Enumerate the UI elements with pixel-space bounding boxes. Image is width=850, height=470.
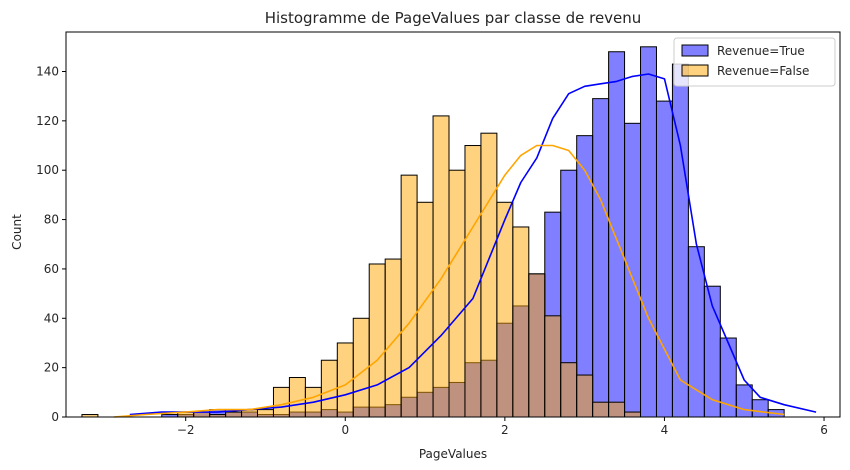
histogram-bar — [544, 315, 562, 418]
histogram-bar — [751, 399, 769, 418]
x-tick-label: 2 — [501, 423, 509, 437]
y-axis-label: Count — [10, 214, 24, 250]
histogram-bar — [608, 51, 626, 418]
y-tick-label: 60 — [44, 262, 59, 276]
y-tick-label: 100 — [36, 163, 59, 177]
histogram-bar — [432, 115, 450, 418]
histogram-bar — [735, 384, 753, 418]
y-tick-label: 140 — [36, 64, 59, 78]
histogram-bar — [464, 145, 482, 418]
histogram-bar — [288, 377, 306, 418]
histogram-bar — [400, 174, 418, 418]
histogram-bar — [512, 226, 530, 418]
histogram-bar — [592, 401, 610, 418]
histogram-bar — [257, 409, 274, 418]
legend-swatch — [681, 64, 709, 77]
histogram-bar — [624, 122, 642, 418]
histogram-bar — [687, 246, 705, 418]
histogram-bar — [592, 98, 610, 418]
chart-title: Histogramme de PageValues par classe de … — [265, 9, 642, 27]
x-axis: −2 0 2 4 6 — [177, 417, 828, 437]
y-tick-label: 40 — [44, 311, 59, 325]
histogram-bar — [671, 63, 689, 418]
histogram-bar — [528, 273, 546, 418]
plot-area — [81, 46, 817, 418]
y-tick-label: 120 — [36, 114, 59, 128]
legend-label: Revenue=True — [717, 44, 805, 58]
y-axis: 0 20 40 60 80 100 120 140 — [36, 64, 66, 424]
x-axis-label: PageValues — [419, 447, 487, 461]
legend-swatch — [681, 44, 709, 57]
legend: Revenue=True Revenue=False — [673, 37, 836, 87]
legend-box — [673, 37, 836, 87]
histogram-bar — [448, 169, 466, 418]
histogram-bar — [640, 46, 657, 418]
legend-label: Revenue=False — [717, 64, 809, 78]
kde-line-revenue-true — [129, 73, 817, 416]
y-tick-label: 20 — [44, 361, 59, 375]
histogram-bar — [560, 362, 578, 418]
x-tick-label: 4 — [661, 423, 669, 437]
x-tick-label: 6 — [820, 423, 828, 437]
kde-line-revenue-false — [113, 144, 785, 418]
x-tick-label: 0 — [341, 423, 349, 437]
histogram-bar — [480, 132, 498, 418]
histogram-bar — [576, 374, 594, 418]
y-tick-label: 0 — [51, 410, 59, 424]
histogram-bar — [384, 258, 402, 418]
histogram-bar — [368, 263, 386, 418]
plot-frame — [65, 31, 841, 418]
histogram-bar — [225, 411, 243, 418]
histogram-bar — [624, 411, 642, 418]
x-tick-label: −2 — [177, 423, 195, 437]
histogram-bar — [655, 100, 673, 418]
y-tick-label: 80 — [44, 213, 59, 227]
histogram-bar — [272, 386, 290, 418]
histogram-bar — [608, 401, 626, 418]
